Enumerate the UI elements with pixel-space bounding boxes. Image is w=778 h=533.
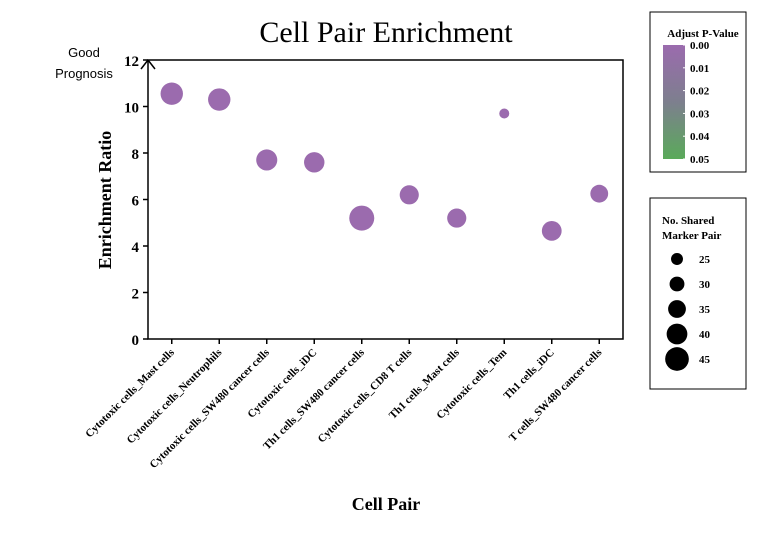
data-point: [499, 108, 510, 119]
y-axis-ticks: 0 2 4 6 8 10 12: [124, 54, 148, 349]
annotation-line-2: Prognosis: [55, 66, 113, 81]
color-legend-title: Adjust P-Value: [667, 28, 739, 40]
color-tick-label: 0.03: [690, 108, 710, 120]
data-point: [304, 152, 325, 173]
size-legend-marker: [669, 276, 685, 292]
y-axis-label: Enrichment Ratio: [95, 131, 115, 270]
chart-title: Cell Pair Enrichment: [259, 16, 513, 49]
y-tick-label: 8: [132, 147, 140, 163]
color-tick-label: 0.04: [690, 131, 710, 143]
y-tick-label: 10: [124, 101, 139, 117]
y-tick-label: 0: [132, 333, 140, 349]
data-points: [160, 82, 609, 241]
color-legend-gradient: [663, 45, 685, 159]
x-tick-label: Th1 cells_SW480 cancer cells: [261, 346, 367, 452]
x-axis-label: Cell Pair: [352, 494, 420, 514]
x-tick-label: Cytotoxic cells_Mast cells: [83, 346, 177, 440]
color-tick-label: 0.02: [690, 86, 710, 98]
size-legend-label: 25: [699, 254, 711, 266]
data-point: [256, 149, 278, 171]
size-legend-items: 25 30 35 40 45: [665, 253, 711, 371]
size-legend: No. Shared Marker Pair 25 30 35 40 45: [649, 197, 747, 390]
size-legend-label: 40: [699, 329, 711, 341]
x-tick-label: Cytotoxic cells_Neutrophils: [125, 346, 225, 446]
size-legend-title-line-2: Marker Pair: [662, 230, 721, 242]
size-legend-marker: [666, 323, 688, 345]
y-tick-label: 6: [132, 194, 140, 210]
y-tick-label: 4: [132, 240, 140, 256]
data-point: [160, 82, 183, 105]
size-legend-label: 35: [699, 304, 711, 316]
size-legend-label: 45: [699, 354, 711, 366]
x-tick-label: Cytotoxic cells_CD8 T cells: [316, 346, 415, 445]
data-point: [208, 88, 231, 111]
color-tick-label: 0.01: [690, 63, 709, 75]
data-point: [541, 220, 562, 241]
size-legend-marker: [665, 347, 689, 371]
annotation-line-1: Good: [68, 45, 100, 60]
color-tick-label: 0.00: [690, 40, 710, 52]
color-legend-ticks: 0.00 0.01 0.02 0.03 0.04 0.05: [683, 40, 710, 166]
data-point: [590, 184, 609, 203]
data-point: [349, 205, 375, 231]
size-legend-title-line-1: No. Shared: [662, 215, 714, 227]
color-legend: Adjust P-Value 0.00 0.01 0.02 0.03 0.04 0.05: [649, 11, 747, 173]
data-point: [447, 208, 467, 228]
x-tick-label: T cells_SW480 cancer cells: [507, 346, 605, 444]
data-point: [399, 185, 419, 205]
y-tick-label: 12: [124, 54, 139, 70]
y-tick-label: 2: [132, 287, 140, 303]
size-legend-marker: [671, 253, 683, 265]
size-legend-label: 30: [699, 279, 711, 291]
color-tick-label: 0.05: [690, 154, 710, 166]
size-legend-marker: [668, 300, 686, 318]
arrow-icon: [140, 59, 156, 70]
